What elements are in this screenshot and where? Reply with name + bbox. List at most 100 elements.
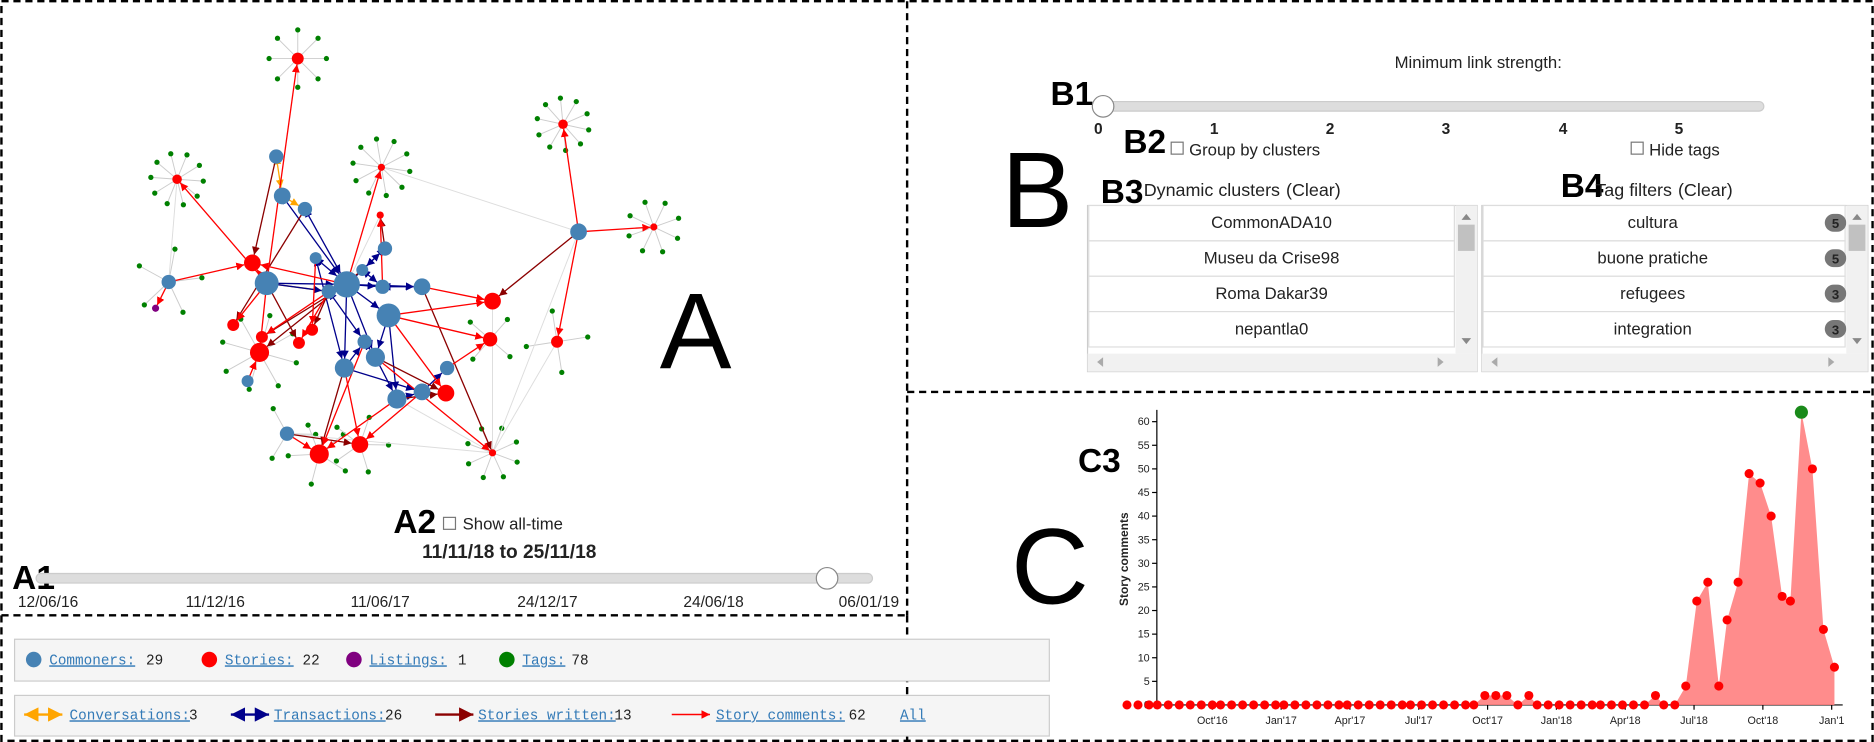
point[interactable] bbox=[1427, 700, 1438, 710]
point[interactable] bbox=[1227, 700, 1237, 710]
checkbox[interactable] bbox=[1170, 141, 1184, 155]
legend-link[interactable]: Transactions: bbox=[274, 708, 386, 724]
list-row[interactable] bbox=[1088, 204, 1455, 242]
strength-knob[interactable] bbox=[1091, 94, 1115, 118]
point[interactable] bbox=[1469, 700, 1479, 710]
point[interactable] bbox=[1216, 700, 1226, 710]
list-row[interactable] bbox=[1482, 240, 1846, 277]
point[interactable] bbox=[1576, 700, 1586, 710]
clear-link[interactable]: (Clear) bbox=[1286, 180, 1341, 200]
point[interactable] bbox=[1513, 700, 1523, 710]
point[interactable] bbox=[1722, 615, 1732, 625]
point[interactable] bbox=[1480, 690, 1490, 701]
scroll-arrow[interactable] bbox=[1828, 357, 1835, 367]
node[interactable] bbox=[351, 436, 369, 453]
point[interactable] bbox=[1196, 700, 1206, 710]
point[interactable] bbox=[1334, 700, 1344, 710]
node[interactable] bbox=[309, 252, 322, 265]
legend-link[interactable]: Conversations: bbox=[70, 708, 190, 724]
point[interactable] bbox=[1733, 577, 1743, 587]
node[interactable] bbox=[375, 279, 390, 294]
point[interactable] bbox=[1744, 469, 1754, 479]
point[interactable] bbox=[1301, 700, 1311, 710]
node[interactable] bbox=[437, 384, 455, 402]
point[interactable] bbox=[1703, 577, 1713, 587]
point[interactable] bbox=[1587, 700, 1597, 710]
point[interactable] bbox=[1606, 700, 1617, 710]
node[interactable] bbox=[309, 444, 329, 464]
list-row[interactable] bbox=[1482, 275, 1846, 313]
legend-link[interactable]: Stories: bbox=[225, 653, 294, 669]
node[interactable] bbox=[292, 336, 305, 349]
legend-link[interactable]: All bbox=[900, 708, 926, 724]
point[interactable] bbox=[1364, 700, 1374, 710]
point[interactable] bbox=[1163, 700, 1173, 710]
node[interactable] bbox=[172, 174, 182, 185]
legend-link[interactable]: Commoners: bbox=[49, 653, 135, 669]
point[interactable] bbox=[1353, 700, 1363, 710]
point[interactable] bbox=[1785, 596, 1795, 606]
point[interactable] bbox=[1532, 700, 1542, 710]
point[interactable] bbox=[1416, 700, 1427, 710]
node[interactable] bbox=[650, 223, 658, 231]
node[interactable] bbox=[243, 254, 261, 272]
scroll-arrow[interactable] bbox=[1852, 213, 1862, 220]
node[interactable] bbox=[356, 264, 369, 277]
list-row[interactable] bbox=[1088, 240, 1455, 277]
point[interactable] bbox=[1386, 700, 1396, 710]
point[interactable] bbox=[1238, 700, 1248, 710]
node[interactable] bbox=[227, 319, 240, 331]
timeline-knob[interactable] bbox=[815, 566, 839, 590]
point[interactable] bbox=[1650, 690, 1661, 701]
point[interactable] bbox=[1312, 700, 1322, 710]
node[interactable] bbox=[551, 335, 564, 348]
node[interactable] bbox=[321, 284, 336, 299]
node[interactable] bbox=[570, 223, 587, 241]
point[interactable] bbox=[1461, 700, 1471, 710]
node[interactable] bbox=[255, 330, 268, 343]
point[interactable] bbox=[1405, 700, 1416, 710]
point[interactable] bbox=[1766, 511, 1776, 521]
scroll-thumb[interactable] bbox=[1848, 224, 1866, 251]
point[interactable] bbox=[1207, 700, 1217, 710]
node[interactable] bbox=[488, 449, 497, 457]
point[interactable] bbox=[1714, 681, 1724, 691]
node[interactable] bbox=[273, 187, 291, 205]
clear-link[interactable]: (Clear) bbox=[1678, 180, 1733, 200]
checkbox[interactable] bbox=[442, 516, 457, 530]
scroll-arrow[interactable] bbox=[1461, 338, 1472, 345]
node[interactable] bbox=[365, 347, 385, 367]
scroll-thumb[interactable] bbox=[1457, 224, 1475, 251]
node[interactable] bbox=[161, 274, 176, 290]
point[interactable] bbox=[1524, 690, 1534, 701]
node[interactable] bbox=[377, 241, 393, 256]
scroll-arrow[interactable] bbox=[1852, 338, 1862, 345]
list-row[interactable] bbox=[1088, 275, 1455, 313]
point[interactable] bbox=[1185, 700, 1195, 710]
legend-link[interactable]: Listings: bbox=[369, 653, 446, 669]
node[interactable] bbox=[376, 303, 401, 328]
list-row[interactable] bbox=[1482, 311, 1846, 348]
scroll-arrow[interactable] bbox=[1491, 357, 1498, 367]
node[interactable] bbox=[387, 389, 407, 409]
point[interactable] bbox=[1122, 700, 1132, 710]
node[interactable] bbox=[334, 358, 354, 378]
node[interactable] bbox=[269, 149, 284, 164]
point[interactable] bbox=[1554, 700, 1564, 710]
point[interactable] bbox=[1342, 700, 1352, 710]
point[interactable] bbox=[1144, 700, 1154, 710]
point[interactable] bbox=[1502, 690, 1512, 701]
point[interactable] bbox=[1807, 464, 1817, 474]
node[interactable] bbox=[249, 342, 270, 363]
legend-link[interactable]: Stories written: bbox=[478, 708, 616, 724]
scroll-arrow[interactable] bbox=[1437, 357, 1444, 367]
node[interactable] bbox=[482, 332, 498, 347]
point[interactable] bbox=[1290, 700, 1300, 710]
node[interactable] bbox=[357, 334, 372, 349]
point[interactable] bbox=[1777, 591, 1787, 601]
node[interactable] bbox=[377, 163, 385, 171]
point[interactable] bbox=[1133, 700, 1143, 710]
point[interactable] bbox=[1152, 700, 1162, 710]
point[interactable] bbox=[1595, 700, 1605, 710]
node[interactable] bbox=[333, 271, 360, 298]
